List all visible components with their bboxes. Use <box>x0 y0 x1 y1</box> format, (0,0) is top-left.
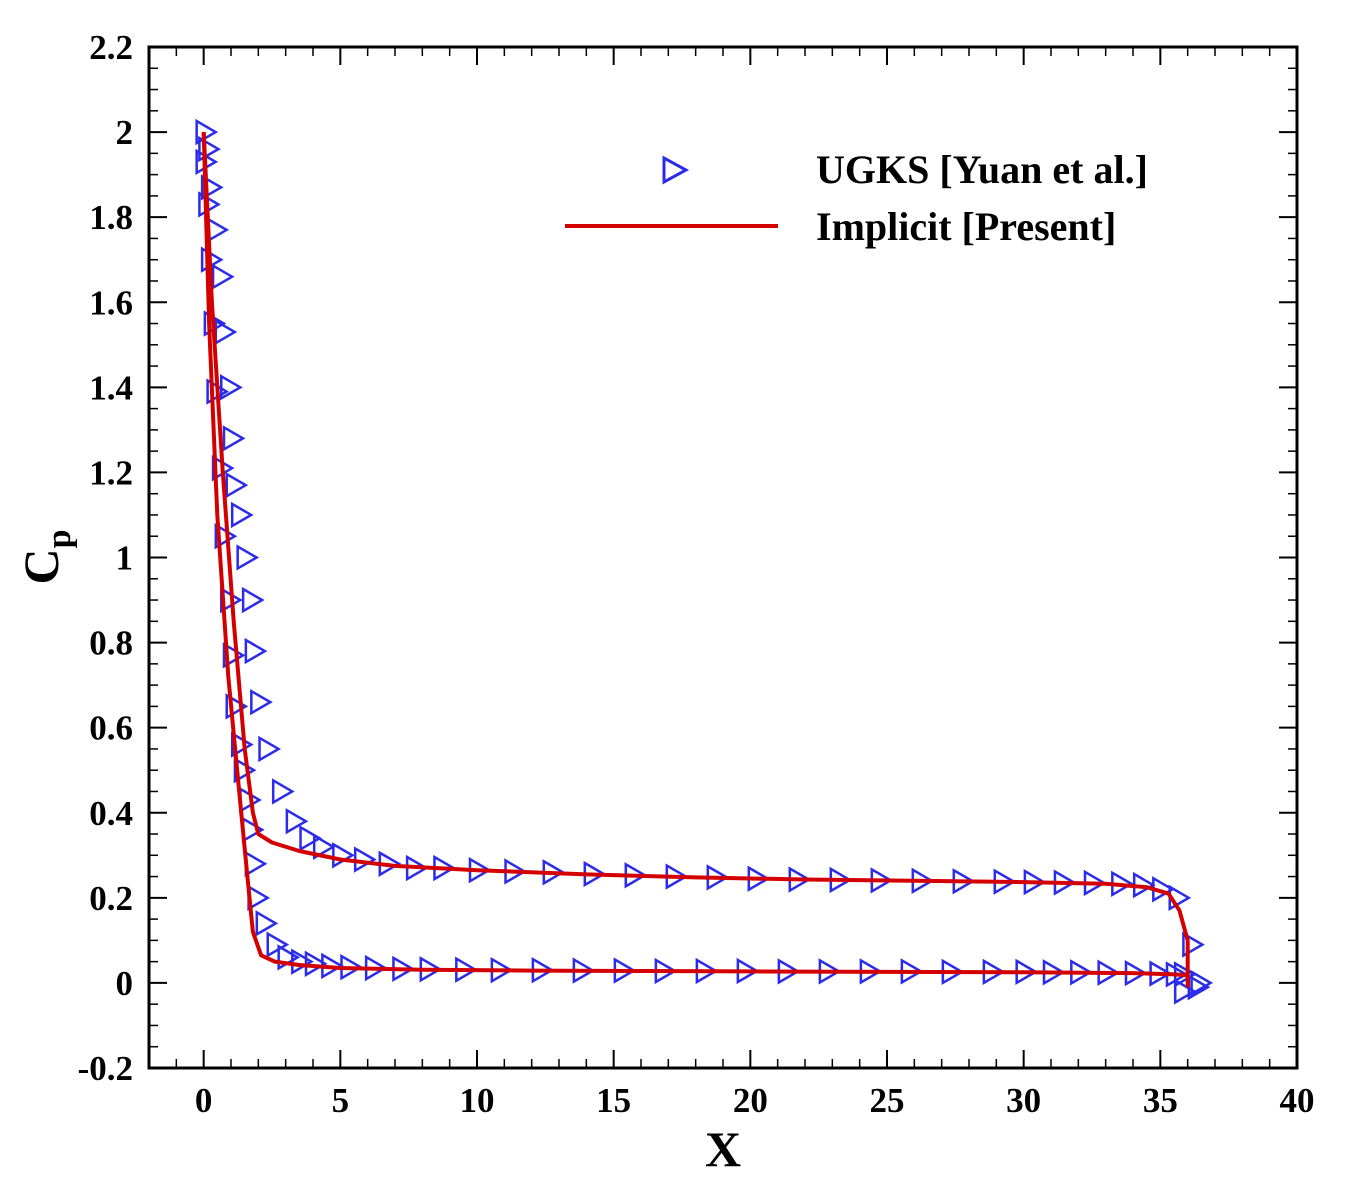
x-tick-label: 5 <box>332 1081 350 1120</box>
ugks-point <box>258 735 282 763</box>
y-tick-label: 1.2 <box>89 453 133 492</box>
plot-frame <box>147 45 1299 1070</box>
ugks-point <box>285 808 309 835</box>
ugks-point <box>1190 969 1214 997</box>
y-axis-title-sub: p <box>41 529 78 548</box>
y-tick-label: 0.6 <box>89 709 133 748</box>
y-tick-label: 1 <box>116 539 134 578</box>
x-tick-label: 25 <box>870 1081 905 1120</box>
y-axis-title: Cp <box>13 529 78 584</box>
implicit-line-lower <box>201 132 1188 978</box>
ugks-point <box>225 472 249 499</box>
tick-labels: 0 5 10 15 20 25 30 35 40 -0.2 0 0.2 0.4 0.6 0.8 1 1.2 1.4… <box>78 28 1315 1120</box>
ugks-point <box>200 174 224 201</box>
x-tick-label: 15 <box>596 1081 631 1120</box>
y-tick-label: 0.4 <box>89 794 133 833</box>
ugks-point <box>225 693 249 720</box>
y-tick-label: 0 <box>116 964 134 1003</box>
ugks-point <box>244 637 268 665</box>
y-tick-label: 2 <box>116 113 134 152</box>
y-tick-label: 0.8 <box>89 624 133 663</box>
ugks-point <box>353 846 377 873</box>
ugks-point <box>233 757 257 784</box>
y-tick-label: 0.2 <box>89 879 133 918</box>
ugks-point <box>1182 931 1205 958</box>
implicit-series <box>201 132 1190 988</box>
ugks-point <box>195 118 219 146</box>
y-tick-label: -0.2 <box>78 1049 133 1088</box>
y-tick-label: 1.8 <box>89 198 133 237</box>
legend-ugks-marker <box>662 155 690 185</box>
ugks-point <box>230 731 254 758</box>
y-tick-label: 1.6 <box>89 283 133 322</box>
ugks-series <box>195 118 1214 1005</box>
implicit-line-upper <box>201 132 1190 988</box>
x-tick-label: 35 <box>1143 1081 1178 1120</box>
ugks-point <box>222 642 246 669</box>
ugks-point <box>236 544 260 571</box>
x-tick-label: 0 <box>195 1081 213 1120</box>
legend-ugks-label: UGKS [Yuan et al.] <box>816 147 1148 192</box>
x-tick-label: 30 <box>1006 1081 1041 1120</box>
ugks-point <box>255 910 279 937</box>
legend: UGKS [Yuan et al.] Implicit [Present] <box>565 147 1148 249</box>
ugks-point <box>271 778 295 805</box>
ugks-point <box>222 425 246 452</box>
x-axis-title: X <box>705 1121 741 1177</box>
ugks-point <box>198 135 221 163</box>
ugks-point <box>241 586 265 614</box>
ugks-point <box>1173 978 1197 1005</box>
y-tick-label: 2.2 <box>89 28 133 67</box>
ugks-point <box>211 263 235 290</box>
ugks-point <box>299 825 323 852</box>
ugks-point <box>312 833 336 860</box>
x-tick-label: 40 <box>1280 1081 1315 1120</box>
legend-implicit-label: Implicit [Present] <box>816 204 1116 249</box>
ugks-point <box>266 931 290 958</box>
svg-text:Cp: Cp <box>13 529 78 584</box>
ugks-point <box>220 374 243 401</box>
ugks-point <box>332 842 355 869</box>
x-tick-label: 10 <box>460 1081 495 1120</box>
x-tick-label: 20 <box>733 1081 768 1120</box>
axis-ticks <box>148 46 1298 1069</box>
ugks-point <box>230 501 254 529</box>
y-tick-label: 1.4 <box>89 368 133 407</box>
ugks-point <box>250 688 273 716</box>
y-axis-title-main: C <box>13 548 69 584</box>
ugks-point <box>214 318 238 346</box>
